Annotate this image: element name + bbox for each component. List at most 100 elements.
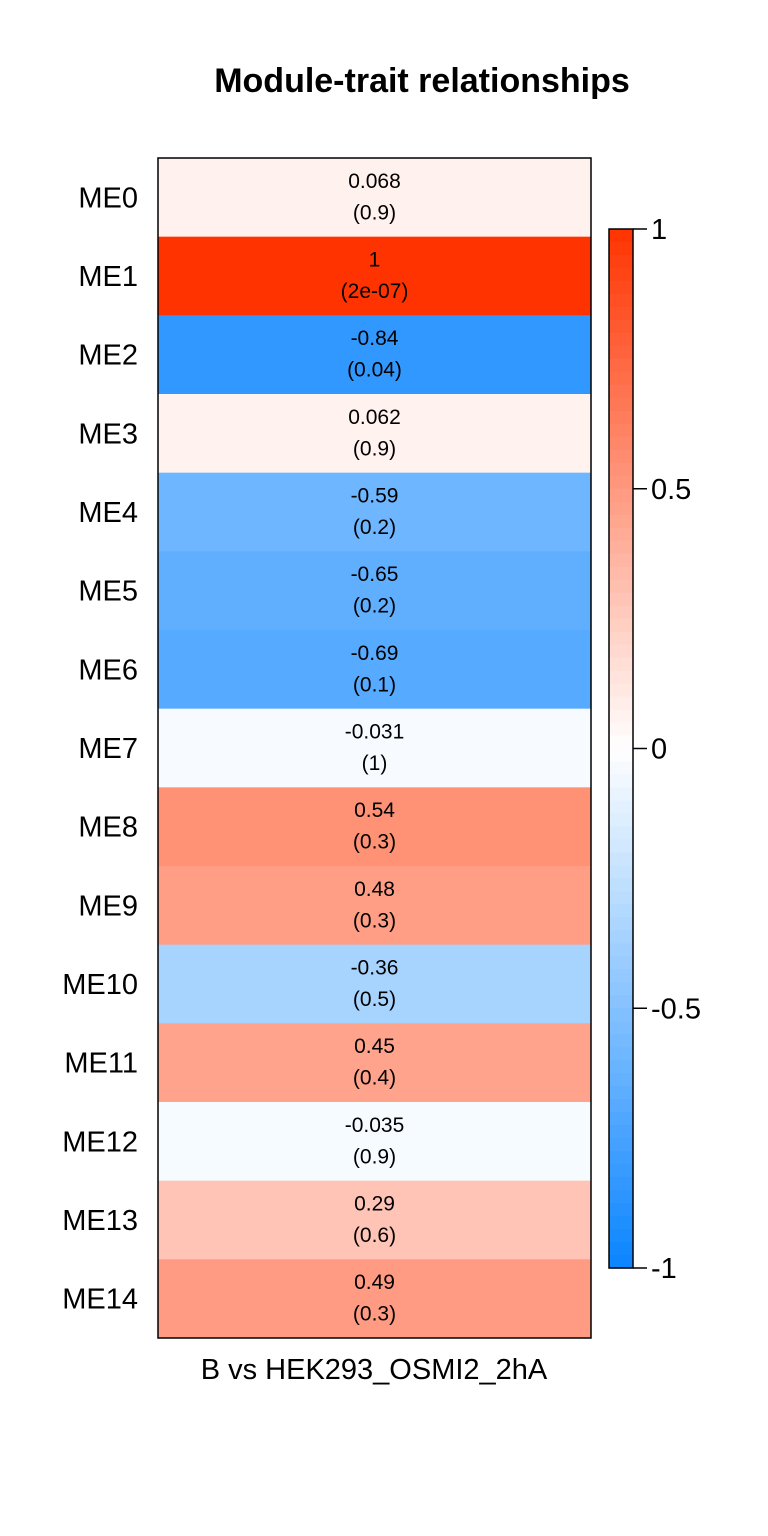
heatmap-cell-me14: [158, 1259, 591, 1339]
row-label-me14: ME14: [62, 1284, 138, 1316]
color-scale-swatch: [609, 462, 633, 477]
color-scale-swatch: [609, 904, 633, 918]
cell-correlation-label: 0.062: [348, 406, 401, 429]
color-scale-swatch: [609, 293, 633, 308]
color-scale-swatch: [609, 709, 633, 724]
color-scale-swatch: [609, 475, 633, 490]
heatmap-frame: [157, 157, 592, 1339]
row-label-me4: ME4: [78, 497, 138, 529]
color-scale-tick-label: -1: [651, 1253, 677, 1285]
color-scale-swatch: [609, 852, 633, 866]
color-scale-swatch: [609, 1177, 633, 1191]
row-label-me3: ME3: [78, 418, 138, 450]
row-label-me12: ME12: [62, 1126, 138, 1158]
color-scale-swatch: [609, 1203, 633, 1217]
color-scale-swatch: [609, 1190, 633, 1204]
color-scale-swatch: [609, 540, 633, 555]
heatmap-cell-me0: [158, 158, 591, 238]
heatmap-cell-me2: [158, 315, 591, 395]
color-scale-swatch: [609, 1151, 633, 1165]
color-scale-swatch: [609, 384, 633, 399]
heatmap-cell-me13: [158, 1180, 591, 1260]
color-scale-swatch: [609, 449, 633, 464]
cell-correlation-label: -0.69: [351, 642, 399, 665]
color-scale-swatch: [609, 826, 633, 841]
color-scale-swatch: [609, 579, 633, 594]
cell-correlation-label: 0.54: [354, 799, 395, 822]
color-scale-swatch: [609, 423, 633, 438]
row-labels: ME0 ME1 ME2 ME3 ME4 ME5 ME6 ME7 ME8 ME9 ME10 ME11 ME…: [62, 182, 138, 1315]
color-scale-swatch: [609, 995, 633, 1009]
row-label-me13: ME13: [62, 1205, 138, 1237]
color-scale-swatch: [609, 1216, 633, 1230]
cell-pvalue-label: (0.9): [353, 1145, 396, 1168]
color-scale-swatch: [609, 774, 633, 789]
color-scale-swatch: [609, 982, 633, 996]
color-scale-swatch: [609, 1164, 633, 1178]
cell-pvalue-label: (0.3): [353, 909, 396, 932]
color-scale-swatch: [609, 1138, 633, 1152]
color-scale-swatch: [609, 1060, 633, 1074]
cell-pvalue-label: (0.9): [353, 437, 396, 460]
chart-title: Module-trait relationships: [214, 62, 630, 100]
row-label-me7: ME7: [78, 733, 138, 765]
cell-correlation-label: 0.29: [354, 1193, 395, 1216]
cell-pvalue-label: (0.3): [353, 831, 396, 854]
row-label-me1: ME1: [78, 261, 138, 293]
color-scale-tick-label: -0.5: [651, 993, 701, 1025]
color-scale-tick-label: 0.5: [651, 474, 691, 506]
color-scale-swatch: [609, 943, 633, 957]
color-scale-swatch: [609, 229, 633, 243]
row-label-me5: ME5: [78, 576, 138, 608]
color-scale-swatch: [609, 553, 633, 568]
color-scale-swatch: [609, 254, 633, 269]
color-scale-swatch: [609, 956, 633, 970]
color-scale-swatch: [609, 1034, 633, 1048]
color-scale-swatch: [609, 436, 633, 451]
color-scale-swatch: [609, 319, 633, 334]
color-scale-swatch: [609, 527, 633, 542]
column-label: B vs HEK293_OSMI2_2hA: [201, 1354, 548, 1386]
color-scale-swatch: [609, 605, 633, 620]
color-scale-swatch: [609, 670, 633, 685]
color-scale-swatch: [609, 397, 633, 412]
color-scale-swatch: [609, 735, 633, 750]
color-scale-swatch: [609, 514, 633, 529]
row-label-me6: ME6: [78, 654, 138, 686]
cell-correlation-label: 0.49: [354, 1271, 395, 1294]
color-scale-swatch: [609, 1047, 633, 1061]
cell-correlation-label: -0.65: [351, 563, 399, 586]
color-scale-swatch: [609, 267, 633, 282]
color-scale-swatch: [609, 657, 633, 672]
heatmap-cell-me11: [158, 1023, 591, 1103]
color-scale-swatch: [609, 683, 633, 698]
color-scale-swatch: [609, 696, 633, 711]
heatmap-cell-me10: [158, 944, 591, 1024]
cell-pvalue-label: (2e-07): [341, 280, 409, 303]
color-scale-swatch: [609, 306, 633, 321]
cell-pvalue-label: (1): [362, 752, 388, 775]
color-scale-swatch: [609, 748, 633, 763]
color-scale-legend: 1 0.5 0 -0.5 -1: [608, 214, 701, 1285]
color-scale-swatch: [609, 345, 633, 360]
color-scale-swatch: [609, 813, 633, 828]
heatmap-cell-me8: [158, 787, 591, 867]
cell-correlation-label: 0.068: [348, 170, 401, 193]
color-scale-tick-label: 1: [651, 214, 667, 246]
cell-correlation-label: -0.36: [351, 957, 399, 980]
color-scale-swatch: [609, 891, 633, 905]
color-scale-swatch: [609, 761, 633, 776]
color-scale-tick-label: 0: [651, 734, 667, 766]
cell-pvalue-label: (0.5): [353, 988, 396, 1011]
color-scale-swatch: [609, 332, 633, 347]
color-scale-swatch: [609, 280, 633, 295]
cell-pvalue-label: (0.3): [353, 1303, 396, 1326]
color-scale-swatch: [609, 241, 633, 256]
color-scale-swatch: [609, 566, 633, 581]
color-scale-swatch: [609, 800, 633, 815]
color-scale-swatch: [609, 371, 633, 386]
color-scale-swatch: [609, 631, 633, 646]
cell-correlation-label: -0.59: [351, 485, 399, 508]
heatmap-cells: 0.068 (0.9) 1 (2e-07) -0.84 (0.04) 0.062 (0.9) -…: [158, 158, 591, 1339]
